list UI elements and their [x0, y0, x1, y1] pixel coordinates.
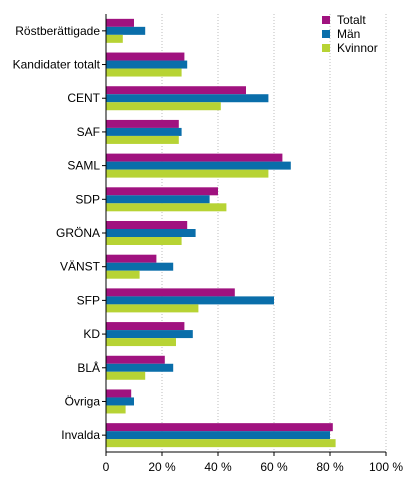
bar-totalt-5 — [106, 187, 218, 196]
category-label: GRÖNA — [56, 226, 100, 240]
category-label: VÄNST — [60, 260, 101, 274]
bar-kvinnor-8 — [106, 304, 199, 313]
bar-män-11 — [106, 397, 134, 406]
bar-totalt-8 — [106, 288, 235, 297]
category-label: SAF — [77, 125, 100, 139]
bar-män-2 — [106, 94, 269, 103]
bars — [106, 18, 336, 448]
bar-kvinnor-6 — [106, 237, 182, 245]
category-label: KD — [83, 327, 100, 341]
legend-label-kvinnor: Kvinnor — [337, 41, 378, 55]
bar-män-10 — [106, 363, 174, 372]
bar-kvinnor-4 — [106, 169, 269, 178]
bar-totalt-10 — [106, 355, 165, 364]
category-label: Röstberättigade — [15, 24, 100, 38]
x-tick-label: 0 — [103, 460, 110, 474]
category-label: Övriga — [65, 394, 101, 408]
bar-kvinnor-5 — [106, 203, 227, 212]
bar-totalt-7 — [106, 254, 157, 263]
bar-män-0 — [106, 26, 146, 35]
bar-män-6 — [106, 229, 196, 237]
bar-totalt-0 — [106, 18, 134, 27]
x-tick-label: 100 % — [369, 460, 403, 474]
legend-swatch-totalt — [322, 16, 330, 24]
bar-totalt-6 — [106, 221, 188, 229]
bar-totalt-3 — [106, 119, 179, 128]
bar-kvinnor-9 — [106, 338, 176, 347]
x-tick-label: 20 % — [148, 460, 176, 474]
category-label: Invalda — [61, 428, 100, 442]
bar-kvinnor-1 — [106, 68, 182, 77]
bar-män-3 — [106, 127, 182, 136]
bar-män-12 — [106, 431, 330, 440]
bar-totalt-2 — [106, 86, 246, 95]
category-label: SAML — [67, 159, 100, 173]
bar-kvinnor-0 — [106, 34, 123, 43]
legend-label-totalt: Totalt — [337, 13, 366, 27]
x-tick-label: 80 % — [316, 460, 344, 474]
legend-label-män: Män — [337, 27, 360, 41]
bar-kvinnor-11 — [106, 405, 126, 414]
x-tick-labels: 0 20 % 40 % 60 % 80 % 100 % — [103, 460, 404, 474]
legend-swatch-män — [322, 30, 330, 38]
bar-män-7 — [106, 262, 174, 271]
bar-kvinnor-7 — [106, 270, 140, 279]
bar-män-8 — [106, 296, 274, 305]
category-label: BLÅ — [77, 360, 100, 375]
bar-män-1 — [106, 60, 188, 69]
bar-totalt-4 — [106, 153, 283, 162]
bar-totalt-12 — [106, 423, 333, 432]
bar-totalt-9 — [106, 322, 185, 331]
category-label: SDP — [75, 192, 100, 206]
bar-kvinnor-2 — [106, 102, 221, 111]
bar-totalt-11 — [106, 389, 132, 398]
bar-kvinnor-3 — [106, 135, 179, 144]
x-tick-label: 40 % — [204, 460, 232, 474]
category-label: CENT — [67, 91, 100, 105]
legend-swatch-kvinnor — [322, 44, 330, 52]
bar-kvinnor-12 — [106, 439, 336, 448]
x-tick-label: 60 % — [260, 460, 288, 474]
bar-män-4 — [106, 161, 291, 170]
bar-totalt-1 — [106, 52, 185, 61]
axes — [102, 14, 387, 456]
bar-män-9 — [106, 330, 193, 339]
bar-män-5 — [106, 195, 210, 204]
bar-kvinnor-10 — [106, 371, 146, 380]
category-labels: Röstberättigade Kandidater totalt CENT SAF S… — [13, 24, 101, 442]
category-label: Kandidater totalt — [13, 58, 101, 72]
category-label: SFP — [77, 293, 100, 307]
